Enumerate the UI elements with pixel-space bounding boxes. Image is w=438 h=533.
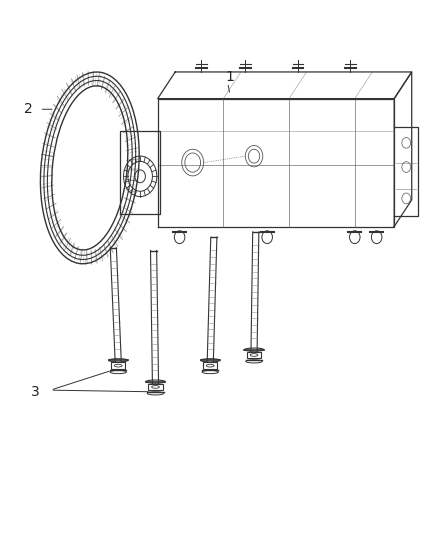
Text: 3: 3 bbox=[31, 385, 39, 399]
FancyBboxPatch shape bbox=[247, 352, 261, 358]
FancyBboxPatch shape bbox=[111, 362, 125, 369]
FancyBboxPatch shape bbox=[148, 384, 162, 390]
Text: 1: 1 bbox=[226, 70, 234, 84]
FancyBboxPatch shape bbox=[203, 362, 217, 369]
Text: 2: 2 bbox=[24, 102, 33, 116]
